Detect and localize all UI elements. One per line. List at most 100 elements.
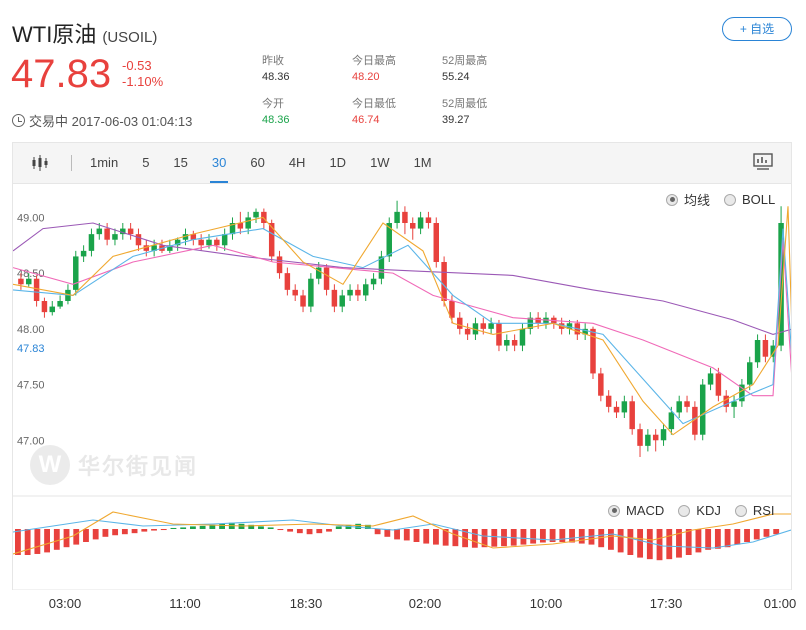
timeframe-30[interactable]: 30 — [200, 143, 238, 183]
macd-bar — [433, 529, 439, 545]
macd-bar — [92, 529, 99, 540]
candle-body — [519, 328, 526, 346]
macd-bar — [685, 529, 692, 555]
candle-body — [284, 273, 291, 290]
macd-bar — [53, 529, 60, 550]
timeframe-1d[interactable]: 1D — [329, 155, 347, 170]
stat-value: 55.24 — [442, 71, 470, 83]
candlestick-type-icon[interactable] — [29, 153, 57, 173]
macd-bar — [413, 529, 420, 542]
instrument-title: WTI原油 (USOIL) — [12, 17, 157, 49]
candle-body — [331, 289, 338, 307]
candle-body — [57, 301, 63, 307]
instrument-name: WTI原油 — [12, 22, 97, 47]
radio-dot — [666, 193, 678, 206]
candle-body — [645, 434, 651, 446]
macd-bar — [44, 529, 50, 553]
macd-bar — [588, 529, 595, 545]
candle-body — [339, 295, 345, 307]
macd-bar — [549, 529, 556, 542]
timeframe-1m[interactable]: 1M — [413, 155, 432, 170]
candle-body — [323, 267, 330, 290]
ma-short-line — [13, 206, 791, 436]
macd-bar — [744, 529, 750, 542]
indicator-rsi-radio[interactable]: RSI — [734, 503, 775, 518]
candle-body — [174, 239, 181, 246]
macd-bar — [423, 529, 430, 544]
radio-dot — [734, 504, 747, 517]
macd-bar — [141, 529, 148, 532]
candle-body — [511, 340, 518, 346]
candle-body — [41, 301, 48, 313]
macd-bar — [471, 529, 478, 548]
radio-label: BOLL — [742, 192, 776, 207]
watermark: W 华尔街见闻 — [30, 445, 198, 485]
stat-label: 今日最低 — [352, 98, 396, 110]
macd-bar — [481, 529, 488, 548]
macd-bar — [520, 529, 527, 545]
change-percent: -1.10% — [122, 74, 164, 89]
candle-body — [402, 211, 408, 223]
candle-body — [621, 401, 628, 413]
timeframe-15[interactable]: 15 — [173, 155, 188, 170]
timeframe-4h[interactable]: 4H — [288, 155, 306, 170]
macd-bar — [306, 529, 313, 535]
chart-settings-icon[interactable] — [753, 153, 773, 171]
candle-body — [135, 234, 142, 246]
candle-body — [261, 211, 267, 223]
timeframe-5[interactable]: 5 — [142, 155, 150, 170]
radio-label: 均线 — [684, 193, 711, 208]
candle-body — [151, 245, 157, 251]
macd-bar — [34, 529, 41, 554]
macd-bar — [578, 529, 585, 544]
candle-body — [253, 211, 259, 218]
watermark-text: 华尔街见闻 — [78, 454, 199, 479]
price-chart[interactable]: 49.00 48.50 48.00 47.50 47.00 47.83 — [12, 184, 792, 590]
indicator-ma-radio[interactable]: 均线 — [666, 190, 710, 209]
radio-dot — [608, 504, 620, 517]
candle-body — [127, 228, 134, 235]
macd-bar — [151, 529, 157, 531]
macd-dif-line — [13, 519, 791, 549]
macd-bar — [219, 523, 225, 529]
candle-body — [746, 362, 753, 385]
indicator-macd-radio[interactable]: MACD — [608, 503, 664, 518]
macd-bar — [121, 529, 128, 535]
last-price: 47.83 — [11, 52, 112, 96]
stat-value: 48.20 — [352, 71, 380, 83]
stat-label: 今日最高 — [352, 55, 396, 67]
candle-body — [386, 223, 392, 257]
stat-label: 52周最高 — [442, 55, 488, 67]
change-value: -0.53 — [122, 58, 152, 73]
candle-body — [762, 340, 769, 357]
candle-body — [80, 250, 87, 257]
candle-body — [33, 278, 40, 301]
candle-body — [112, 234, 118, 240]
macd-bar — [102, 529, 109, 537]
indicator-boll-radio[interactable]: BOLL — [724, 192, 775, 207]
timeframe-1w[interactable]: 1W — [370, 155, 390, 170]
candle-body — [668, 412, 675, 430]
macd-bar — [199, 525, 206, 529]
candle-body — [605, 395, 612, 407]
macd-bar — [374, 529, 381, 535]
instrument-symbol: (USOIL) — [102, 29, 158, 46]
candle-body — [504, 340, 510, 346]
macd-bar — [277, 529, 284, 531]
candle-body — [699, 384, 706, 435]
radio-label: KDJ — [696, 503, 721, 518]
timeframe-60[interactable]: 60 — [250, 155, 265, 170]
stat-label: 昨收 — [262, 55, 284, 67]
macd-bar — [83, 529, 89, 542]
last-price-axis-label: 47.83 — [17, 343, 45, 355]
stat-value: 48.36 — [262, 114, 290, 126]
indicator-kdj-radio[interactable]: KDJ — [678, 503, 721, 518]
candle-body — [770, 345, 776, 357]
timeframe-1min[interactable]: 1min — [90, 155, 119, 170]
macd-bar — [131, 529, 138, 534]
candle-body — [18, 278, 24, 285]
candle-body — [49, 306, 56, 313]
stat-label: 今开 — [262, 98, 284, 110]
add-watchlist-button[interactable]: + 自选 — [722, 17, 792, 41]
